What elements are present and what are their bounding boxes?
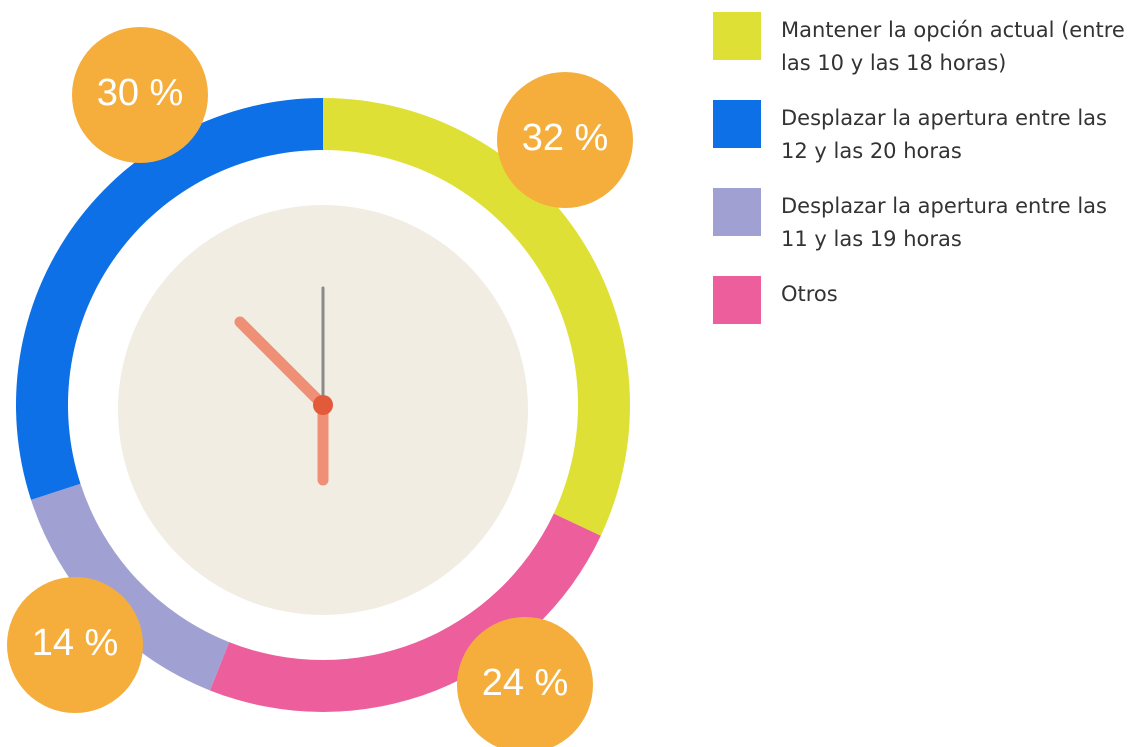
value-label: 24 % bbox=[482, 662, 569, 704]
badges: 32 % 24 % 14 % 30 % bbox=[7, 27, 633, 747]
donut-slice bbox=[209, 513, 601, 712]
value-label: 30 % bbox=[97, 72, 184, 114]
value-badge bbox=[457, 617, 593, 747]
hour-hand bbox=[234, 316, 329, 411]
donut-slice bbox=[323, 98, 630, 536]
donut-slice bbox=[31, 483, 230, 691]
value-badge bbox=[7, 577, 143, 713]
legend-label: Desplazar la apertura entre las 11 y las… bbox=[781, 194, 1107, 251]
legend-swatch bbox=[713, 100, 761, 148]
value-label: 14 % bbox=[32, 622, 119, 664]
legend-label: Mantener la opción actual (entre las 10 … bbox=[781, 18, 1125, 75]
legend-label: Desplazar la apertura entre las 12 y las… bbox=[781, 106, 1107, 163]
legend-item: Otros bbox=[713, 274, 1133, 334]
value-badge bbox=[72, 27, 208, 163]
legend-swatch bbox=[713, 276, 761, 324]
donut-slice bbox=[15, 98, 324, 500]
donut bbox=[15, 98, 630, 712]
legend-item: Mantener la opción actual (entre las 10 … bbox=[713, 10, 1133, 98]
value-badge bbox=[497, 72, 633, 208]
legend: Mantener la opción actual (entre las 10 … bbox=[713, 10, 1133, 334]
clock-center bbox=[313, 395, 333, 415]
legend-swatch bbox=[713, 188, 761, 236]
legend-item: Desplazar la apertura entre las 12 y las… bbox=[713, 98, 1133, 186]
value-label: 32 % bbox=[522, 117, 609, 159]
legend-swatch bbox=[713, 12, 761, 60]
legend-item: Desplazar la apertura entre las 11 y las… bbox=[713, 186, 1133, 274]
legend-label: Otros bbox=[781, 282, 838, 306]
